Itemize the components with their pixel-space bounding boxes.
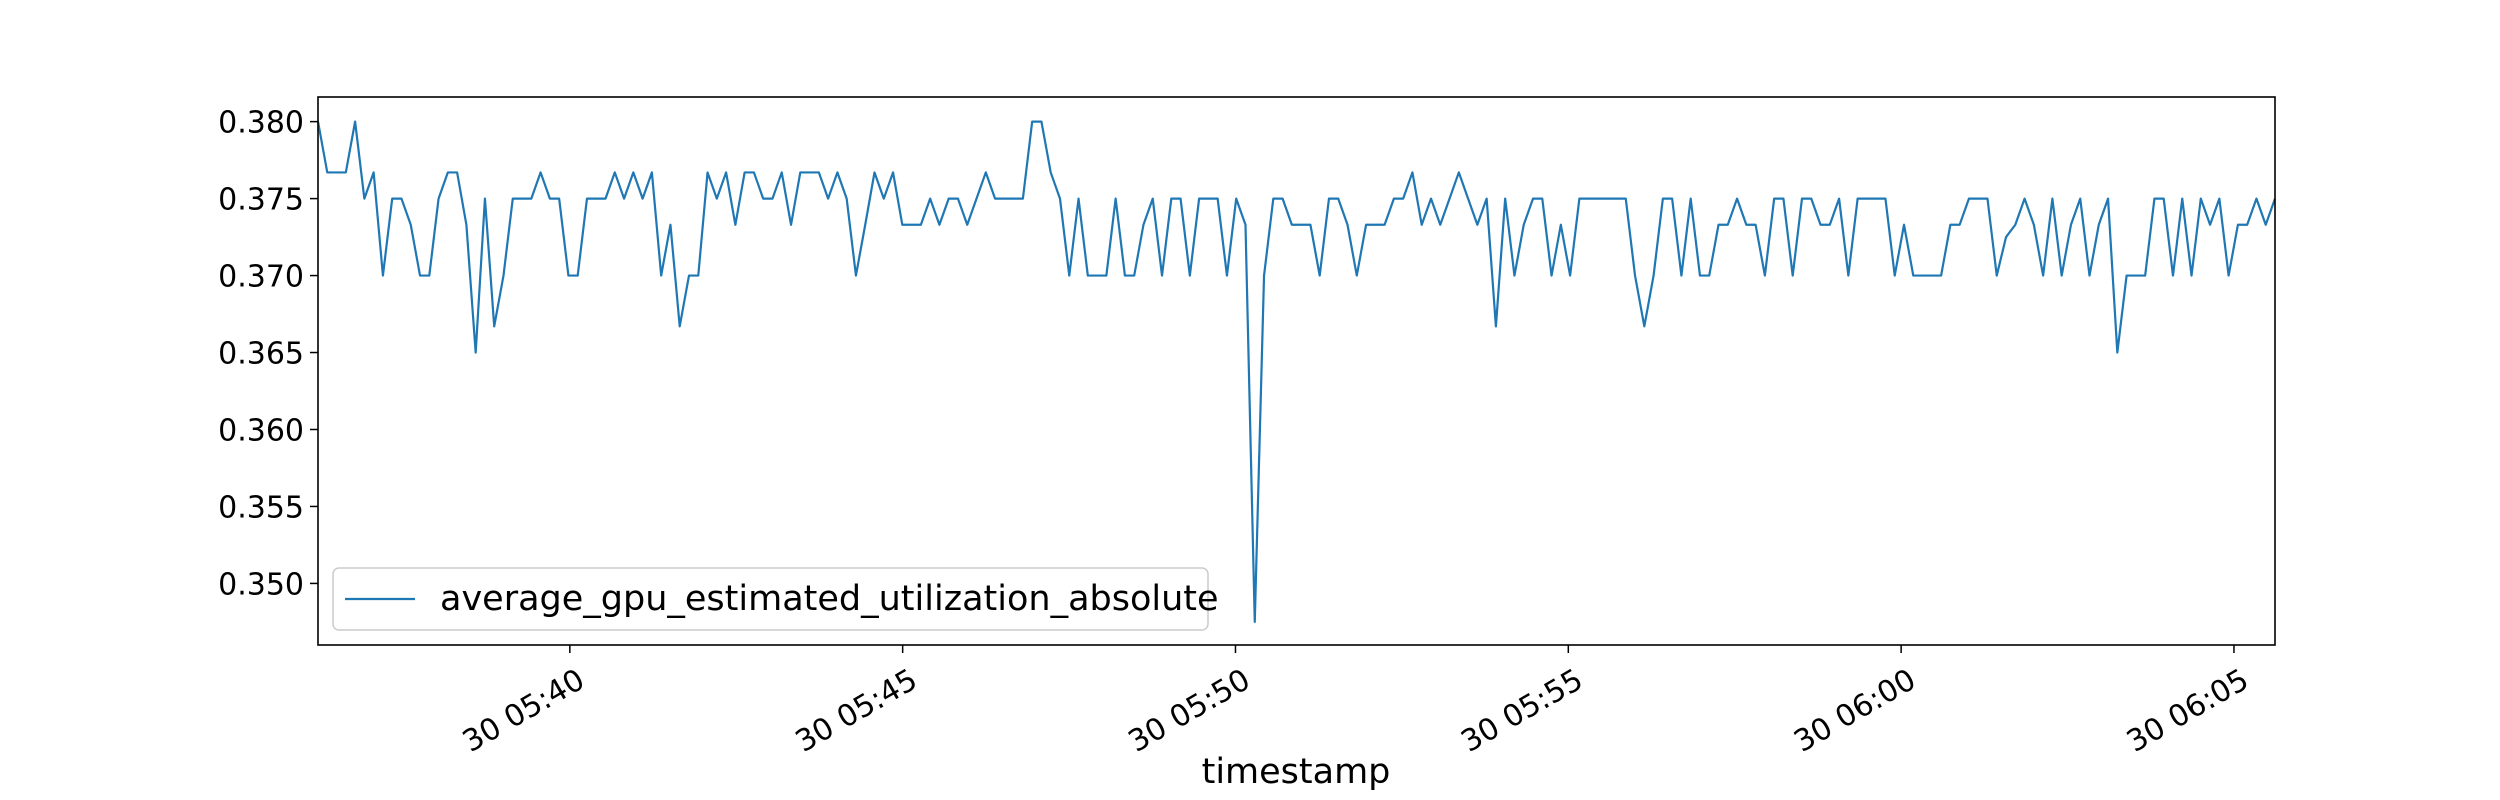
y-tick-label: 0.375 [218,183,304,218]
y-tick-label: 0.370 [218,260,304,295]
plot-area [318,97,2275,645]
plot-frame [317,96,2276,646]
y-tick-label: 0.380 [218,106,304,141]
x-axis-title: timestamp [1202,752,1391,792]
legend: average_gpu_estimated_utilization_absolu… [332,567,1219,631]
y-tick-label: 0.355 [218,490,304,525]
y-axis: 0.350 0.355 0.360 0.365 0.370 0.375 0.380 [218,106,318,602]
series-line [316,120,2277,624]
legend-label: average_gpu_estimated_utilization_absolu… [440,579,1219,619]
y-tick-label: 0.365 [218,337,304,372]
y-tick-label: 0.350 [218,567,304,602]
y-tick-label: 0.360 [218,413,304,448]
legend-box [332,567,1209,631]
